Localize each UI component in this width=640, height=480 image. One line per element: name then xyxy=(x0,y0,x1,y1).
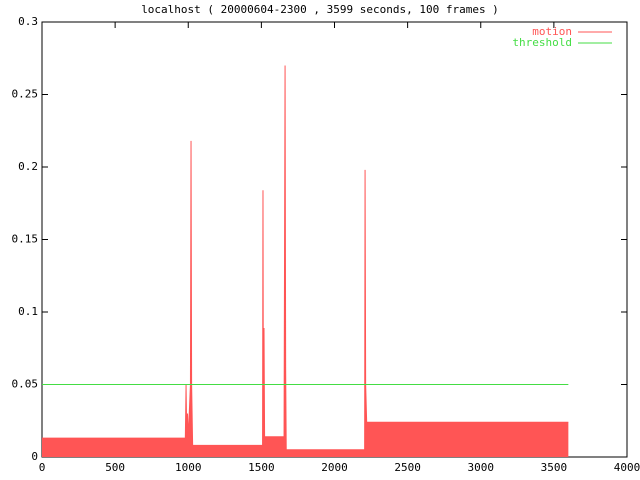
y-tick-label: 0 xyxy=(31,450,38,463)
y-tick-label: 0.3 xyxy=(18,15,38,28)
x-tick-label: 2000 xyxy=(321,461,348,474)
series-line xyxy=(42,65,569,451)
x-tick-label: 3500 xyxy=(541,461,568,474)
series-area xyxy=(42,65,569,457)
x-tick-label: 2500 xyxy=(394,461,421,474)
x-tick-label: 0 xyxy=(39,461,46,474)
x-tick-label: 4000 xyxy=(614,461,640,474)
x-tick-label: 1500 xyxy=(248,461,275,474)
plot-frame xyxy=(41,21,628,458)
legend-label: motion xyxy=(532,25,572,38)
x-tick-label: 1000 xyxy=(175,461,202,474)
x-tick-label: 500 xyxy=(105,461,125,474)
x-tick-label: 3000 xyxy=(468,461,495,474)
y-tick-label: 0.15 xyxy=(12,233,39,246)
legend-label: threshold xyxy=(512,36,572,49)
y-tick-label: 0.2 xyxy=(18,160,38,173)
y-tick-label: 0.1 xyxy=(18,305,38,318)
y-tick-label: 0.25 xyxy=(12,88,39,101)
chart-title: localhost ( 20000604-2300 , 3599 seconds… xyxy=(141,3,499,16)
y-tick-label: 0.05 xyxy=(12,378,39,391)
